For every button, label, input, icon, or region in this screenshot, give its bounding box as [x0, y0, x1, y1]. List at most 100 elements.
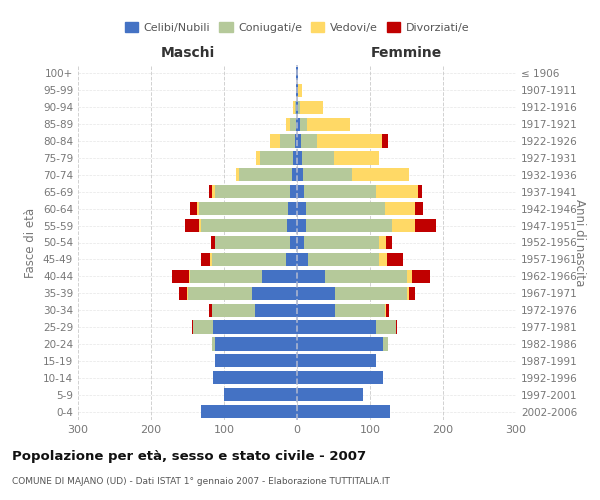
Bar — [212, 185, 215, 198]
Text: Maschi: Maschi — [160, 46, 215, 60]
Bar — [297, 286, 335, 300]
Bar — [280, 134, 295, 147]
Bar — [297, 134, 301, 147]
Text: Popolazione per età, sesso e stato civile - 2007: Popolazione per età, sesso e stato civil… — [12, 450, 366, 463]
Bar — [304, 236, 379, 249]
Bar — [290, 118, 296, 131]
Bar — [239, 168, 292, 181]
Bar — [412, 270, 430, 283]
Bar — [189, 270, 190, 283]
Bar — [270, 134, 280, 147]
Bar — [297, 84, 298, 97]
Bar — [307, 118, 350, 131]
Bar — [297, 354, 376, 368]
Bar — [212, 304, 254, 316]
Bar — [215, 236, 290, 249]
Bar — [212, 338, 215, 350]
Bar — [298, 100, 300, 114]
Bar — [254, 304, 297, 316]
Bar — [376, 320, 396, 334]
Bar — [385, 202, 415, 215]
Bar — [385, 304, 386, 316]
Bar — [352, 168, 409, 181]
Bar — [396, 320, 397, 334]
Bar — [297, 405, 391, 418]
Bar — [192, 320, 193, 334]
Bar — [288, 202, 297, 215]
Bar — [303, 168, 352, 181]
Bar — [302, 152, 334, 164]
Bar — [215, 354, 297, 368]
Bar — [213, 371, 297, 384]
Bar — [297, 100, 298, 114]
Bar — [407, 286, 409, 300]
Bar — [386, 304, 389, 316]
Bar — [296, 118, 297, 131]
Bar — [382, 134, 388, 147]
Bar — [334, 152, 379, 164]
Bar — [197, 202, 199, 215]
Bar — [297, 236, 304, 249]
Legend: Celibi/Nubili, Coniugati/e, Vedovi/e, Divorziati/e: Celibi/Nubili, Coniugati/e, Vedovi/e, Di… — [121, 18, 473, 37]
Bar — [286, 253, 297, 266]
Bar — [308, 253, 379, 266]
Bar — [297, 320, 376, 334]
Bar — [300, 100, 323, 114]
Bar — [199, 219, 200, 232]
Bar — [306, 219, 392, 232]
Bar — [297, 219, 306, 232]
Bar — [252, 286, 297, 300]
Y-axis label: Fasce di età: Fasce di età — [25, 208, 37, 278]
Bar — [296, 100, 297, 114]
Bar — [287, 219, 297, 232]
Bar — [335, 304, 385, 316]
Bar — [297, 371, 383, 384]
Bar — [297, 168, 303, 181]
Bar — [304, 185, 376, 198]
Bar — [212, 253, 286, 266]
Bar — [409, 286, 415, 300]
Bar — [415, 202, 422, 215]
Bar — [209, 304, 212, 316]
Bar — [297, 304, 335, 316]
Bar — [215, 185, 290, 198]
Bar — [295, 134, 297, 147]
Bar — [298, 84, 302, 97]
Bar — [224, 388, 297, 401]
Bar — [211, 236, 215, 249]
Bar — [190, 270, 262, 283]
Bar — [199, 202, 288, 215]
Bar — [297, 185, 304, 198]
Bar — [297, 388, 362, 401]
Bar — [200, 405, 297, 418]
Bar — [256, 152, 260, 164]
Bar — [290, 236, 297, 249]
Bar — [193, 320, 213, 334]
Bar — [290, 185, 297, 198]
Bar — [215, 338, 297, 350]
Bar — [386, 236, 392, 249]
Bar — [187, 286, 252, 300]
Bar — [292, 168, 297, 181]
Bar — [190, 202, 197, 215]
Bar — [213, 320, 297, 334]
Bar — [335, 286, 407, 300]
Bar — [387, 253, 403, 266]
Bar — [297, 152, 302, 164]
Text: Femmine: Femmine — [371, 46, 442, 60]
Bar — [297, 338, 383, 350]
Bar — [297, 118, 300, 131]
Bar — [293, 100, 295, 114]
Bar — [392, 219, 415, 232]
Bar — [379, 236, 386, 249]
Bar — [262, 270, 297, 283]
Bar — [418, 185, 422, 198]
Bar — [200, 219, 287, 232]
Bar — [306, 202, 385, 215]
Bar — [236, 168, 239, 181]
Bar — [179, 286, 187, 300]
Bar — [172, 270, 189, 283]
Bar — [383, 338, 388, 350]
Bar — [185, 219, 199, 232]
Bar — [376, 185, 418, 198]
